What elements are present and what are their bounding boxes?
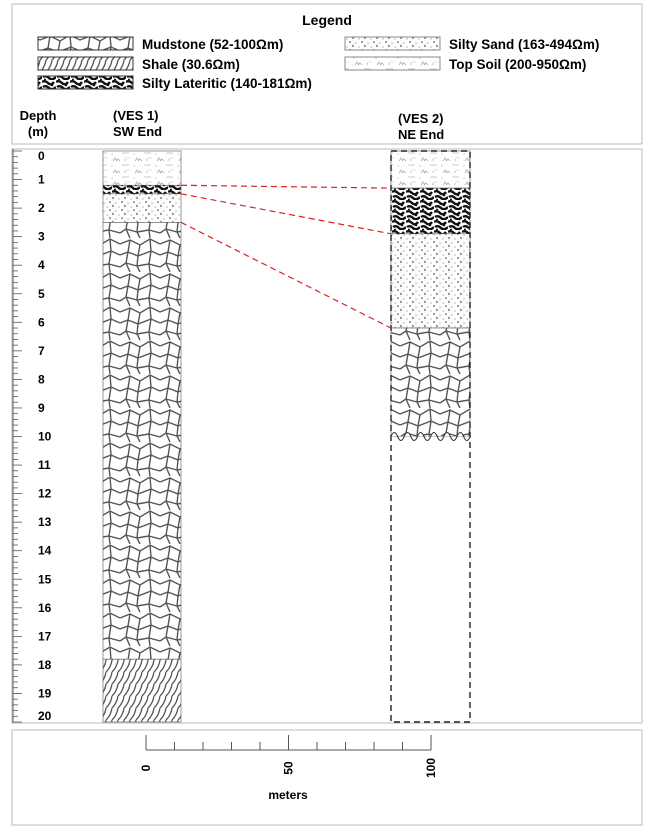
scale-tick-label: 100: [424, 758, 438, 778]
depth-tick-label: 16: [38, 601, 52, 615]
legend-label-sand: Silty Sand (163-494Ωm): [449, 37, 599, 52]
legend-swatch-sand: [344, 36, 441, 51]
depth-tick-label: 2: [38, 201, 45, 215]
depth-tick-label: 10: [38, 430, 52, 444]
depth-tick-label: 0: [38, 149, 45, 163]
depth-tick-label: 11: [38, 458, 51, 472]
correlation-lines: [180, 184, 392, 329]
legend-panel: [11, 3, 643, 145]
scale-tick-label: 0: [139, 764, 153, 771]
depth-tick-label: 8: [38, 372, 45, 386]
legend-swatch-mudstone: [37, 36, 134, 51]
correlation-line: [180, 184, 392, 189]
scale-label: meters: [268, 788, 308, 802]
depth-tick-label: 1: [38, 173, 45, 187]
depth-tick-label: 12: [38, 487, 52, 501]
depth-unit-header: (m): [28, 124, 48, 139]
scale-bar: 0 50 100: [139, 735, 438, 778]
ves2-layer-mudstone: [390, 327, 471, 437]
depth-tick-label: 19: [38, 686, 52, 700]
correlation-line: [180, 193, 392, 235]
ves1-location: SW End: [113, 124, 162, 139]
legend-label-shale: Shale (30.6Ωm): [142, 57, 240, 72]
ves2-header: (VES 2): [398, 111, 444, 126]
ves2-layer-lateritic: [390, 187, 471, 235]
depth-tick-label: 9: [38, 401, 45, 415]
depth-tick-label: 17: [38, 629, 52, 643]
legend-label-topsoil: Top Soil (200-950Ωm): [449, 57, 586, 72]
depth-tick-label: 3: [38, 230, 45, 244]
depth-tick-label: 18: [38, 658, 52, 672]
scale-tick-label: 50: [282, 761, 296, 775]
ves1-layer-sand: [102, 193, 182, 223]
depth-header: Depth: [20, 108, 57, 123]
depth-tick-label: 14: [38, 544, 52, 558]
depth-tick-label: 7: [38, 344, 45, 358]
ves2-column: [390, 150, 471, 723]
ves2-layer-sand: [390, 233, 471, 329]
ves2-layer-topsoil: [390, 150, 471, 189]
depth-tick-label: 4: [38, 258, 45, 272]
depth-tick-label: 6: [38, 315, 45, 329]
ves1-column: [102, 150, 182, 723]
ves1-header: (VES 1): [113, 108, 159, 123]
ves2-termination-wave: [390, 432, 471, 441]
ves1-layer-lateritic: [102, 184, 182, 195]
legend-swatch-shale: [37, 56, 134, 71]
depth-tick-label: 5: [38, 287, 45, 301]
ves2-location: NE End: [398, 127, 444, 142]
scale-panel: [11, 729, 643, 826]
depth-tick-label: 20: [38, 709, 52, 723]
ves1-layer-shale: [102, 658, 182, 723]
legend-label-mudstone: Mudstone (52-100Ωm): [142, 37, 283, 52]
correlation-line: [180, 221, 392, 329]
legend-swatch-lateritic: [37, 75, 134, 90]
legend-title: Legend: [302, 12, 352, 28]
depth-tick-label: 15: [38, 572, 52, 586]
legend-swatch-topsoil: [344, 56, 441, 71]
ves1-layer-mudstone: [102, 222, 182, 660]
legend-label-lateritic: Silty Lateritic (140-181Ωm): [142, 76, 312, 91]
ves1-layer-topsoil: [102, 150, 182, 186]
depth-tick-label: 13: [38, 515, 52, 529]
